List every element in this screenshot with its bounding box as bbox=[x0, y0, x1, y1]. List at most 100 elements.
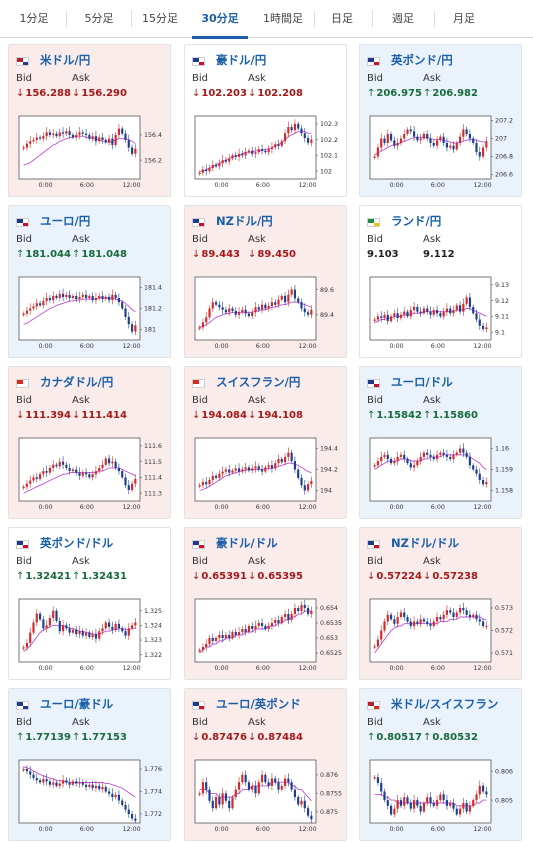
candle-body bbox=[55, 133, 58, 137]
candle-body bbox=[91, 784, 94, 789]
y-tick-label: 156.2 bbox=[144, 157, 162, 164]
candle-body bbox=[198, 485, 201, 487]
candle-body bbox=[267, 626, 270, 629]
x-tick-label: 0:00 bbox=[390, 826, 404, 833]
candle-body bbox=[205, 317, 208, 323]
candle-body bbox=[409, 463, 412, 468]
candle-body bbox=[71, 295, 75, 298]
candle-body bbox=[247, 313, 251, 317]
pair-name[interactable]: カナダドル/円 bbox=[40, 375, 114, 389]
candle-body bbox=[237, 153, 241, 157]
y-tick-label: 111.6 bbox=[144, 443, 162, 450]
candle-body bbox=[45, 625, 48, 629]
candle-body bbox=[403, 454, 406, 459]
tab-monthly[interactable]: 月足 bbox=[453, 12, 475, 25]
pair-name[interactable]: 英ポンド/円 bbox=[391, 53, 453, 67]
candle-body bbox=[205, 644, 208, 647]
candle-body bbox=[396, 456, 399, 462]
candle-body bbox=[439, 313, 442, 317]
currency-card[interactable]: ユーロ/豪ドル Bid Ask ↑1.77139 ↑1.77153 1.776 1.774 1… bbox=[8, 688, 171, 841]
pair-name[interactable]: ユーロ/豪ドル bbox=[40, 697, 114, 711]
tab-1hour[interactable]: 1時間足 bbox=[263, 12, 303, 25]
candle-body bbox=[485, 141, 488, 148]
candle-body bbox=[68, 131, 71, 135]
pair-name[interactable]: 米ドル/円 bbox=[40, 53, 91, 67]
candle-body bbox=[211, 800, 214, 809]
candle-body bbox=[412, 621, 416, 626]
pair-name[interactable]: 英ポンド/ドル bbox=[40, 536, 114, 550]
currency-card[interactable]: スイスフラン/円 Bid Ask ↓194.084 ↓194.108 194.4 194.2… bbox=[184, 366, 347, 519]
pair-name[interactable]: ユーロ/英ポンド bbox=[216, 697, 301, 711]
currency-card[interactable]: 豪ドル/ドル Bid Ask ↓0.65391 ↓0.65395 0.654 0.6535 0… bbox=[184, 527, 347, 680]
timeframe-tabs: 1分足 5分足 15分足 30分足 1時間足 日足 週足 月足 bbox=[0, 0, 533, 39]
candle-body bbox=[403, 134, 406, 139]
currency-card[interactable]: 米ドル/スイスフラン Bid Ask ↑0.80517 ↑0.80532 0.806 0.8… bbox=[359, 688, 522, 841]
candle-body bbox=[29, 771, 32, 775]
tab-weekly[interactable]: 週足 bbox=[392, 12, 414, 25]
trend-arrow-icon: ↑ bbox=[72, 732, 81, 743]
pair-name[interactable]: 米ドル/スイスフラン bbox=[391, 697, 499, 711]
currency-card[interactable]: 英ポンド/ドル Bid Ask ↑1.32421 ↑1.32431 1.325 1.324 1… bbox=[8, 527, 171, 680]
candle-body bbox=[107, 622, 111, 627]
ask-label: Ask bbox=[423, 556, 441, 567]
candle-body bbox=[251, 626, 254, 629]
candle-body bbox=[61, 132, 65, 134]
bid-price-value: 111.394 bbox=[25, 410, 71, 421]
currency-card[interactable]: NZドル/円 Bid Ask ↓89.443 ↓89.450 89.6 89.4 0:00 6:… bbox=[184, 205, 347, 358]
candle-body bbox=[429, 623, 432, 626]
pair-name[interactable]: 豪ドル/ドル bbox=[216, 536, 278, 550]
tab-15min[interactable]: 15分足 bbox=[142, 12, 178, 25]
candle-body bbox=[426, 621, 429, 624]
pair-name[interactable]: ユーロ/円 bbox=[40, 214, 91, 228]
tab-5min[interactable]: 5分足 bbox=[84, 12, 114, 25]
ask-price-value: 9.112 bbox=[423, 249, 455, 260]
pair-name[interactable]: スイスフラン/円 bbox=[216, 375, 301, 389]
candle-body bbox=[485, 626, 488, 627]
currency-card[interactable]: カナダドル/円 Bid Ask ↓111.394 ↓111.414 111.6 111.5 1… bbox=[8, 366, 171, 519]
candle-body bbox=[211, 302, 214, 309]
x-tick-label: 6:00 bbox=[80, 504, 94, 511]
currency-card[interactable]: 英ポンド/円 Bid Ask ↑206.975 ↑206.982 207.2 207 206.… bbox=[359, 44, 522, 197]
ask-price: ↑181.048 bbox=[72, 249, 127, 260]
candle-body bbox=[214, 638, 218, 641]
tab-30min[interactable]: 30分足 bbox=[188, 0, 252, 39]
tab-1min[interactable]: 1分足 bbox=[19, 12, 49, 25]
candle-body bbox=[445, 143, 449, 148]
currency-card[interactable]: NZドル/ドル Bid Ask ↓0.57224 ↓0.57238 0.573 0.572 0… bbox=[359, 527, 522, 680]
pair-name[interactable]: 豪ドル/円 bbox=[216, 53, 267, 67]
bid-price: ↑1.77139 bbox=[16, 732, 71, 743]
tab-daily[interactable]: 日足 bbox=[331, 12, 353, 25]
candle-body bbox=[267, 465, 270, 468]
candle-body bbox=[478, 785, 481, 795]
bid-label: Bid bbox=[367, 717, 383, 728]
currency-card[interactable]: ランド/円 Bid Ask 9.103 9.112 9.13 9.12 9.11 9.1 0:00… bbox=[359, 205, 522, 358]
candle-body bbox=[393, 808, 396, 815]
candle-body bbox=[462, 802, 465, 809]
currency-card[interactable]: ユーロ/英ポンド Bid Ask ↓0.87476 ↓0.87484 0.876 0.875… bbox=[184, 688, 347, 841]
bid-price: ↓194.084 bbox=[192, 410, 247, 421]
candle-body bbox=[399, 314, 403, 318]
candle-body bbox=[205, 782, 208, 790]
candle-body bbox=[208, 308, 211, 318]
currency-card[interactable]: 豪ドル/円 Bid Ask ↓102.203 ↓102.208 102.3 102.2 102… bbox=[184, 44, 347, 197]
candle-body bbox=[65, 625, 68, 629]
currency-card[interactable]: ユーロ/円 Bid Ask ↑181.044 ↑181.048 181.4 181.2 181… bbox=[8, 205, 171, 358]
currency-card[interactable]: ユーロ/ドル Bid Ask ↑1.15842 ↑1.15860 1.16 1.159 1.1… bbox=[359, 366, 522, 519]
candle-body bbox=[104, 458, 107, 465]
pair-name[interactable]: ユーロ/ドル bbox=[391, 375, 453, 389]
candle-body bbox=[38, 303, 42, 306]
candle-body bbox=[406, 311, 409, 317]
candle-body bbox=[380, 316, 383, 318]
trend-arrow-icon: ↓ bbox=[16, 88, 25, 99]
x-tick-label: 0:00 bbox=[215, 343, 229, 350]
candle-body bbox=[52, 782, 55, 785]
pair-name[interactable]: NZドル/ドル bbox=[391, 536, 460, 550]
flag-icon bbox=[367, 57, 380, 66]
pair-name[interactable]: ランド/円 bbox=[391, 214, 442, 228]
currency-card[interactable]: 米ドル/円 Bid Ask ↓156.288 ↓156.290 156.4 156.2 0:0… bbox=[8, 44, 171, 197]
trend-arrow-icon: ↓ bbox=[248, 571, 257, 582]
y-tick-label: 181.4 bbox=[144, 285, 162, 292]
pair-name[interactable]: NZドル/円 bbox=[216, 214, 273, 228]
candle-body bbox=[373, 156, 376, 158]
candle-body bbox=[455, 808, 458, 815]
